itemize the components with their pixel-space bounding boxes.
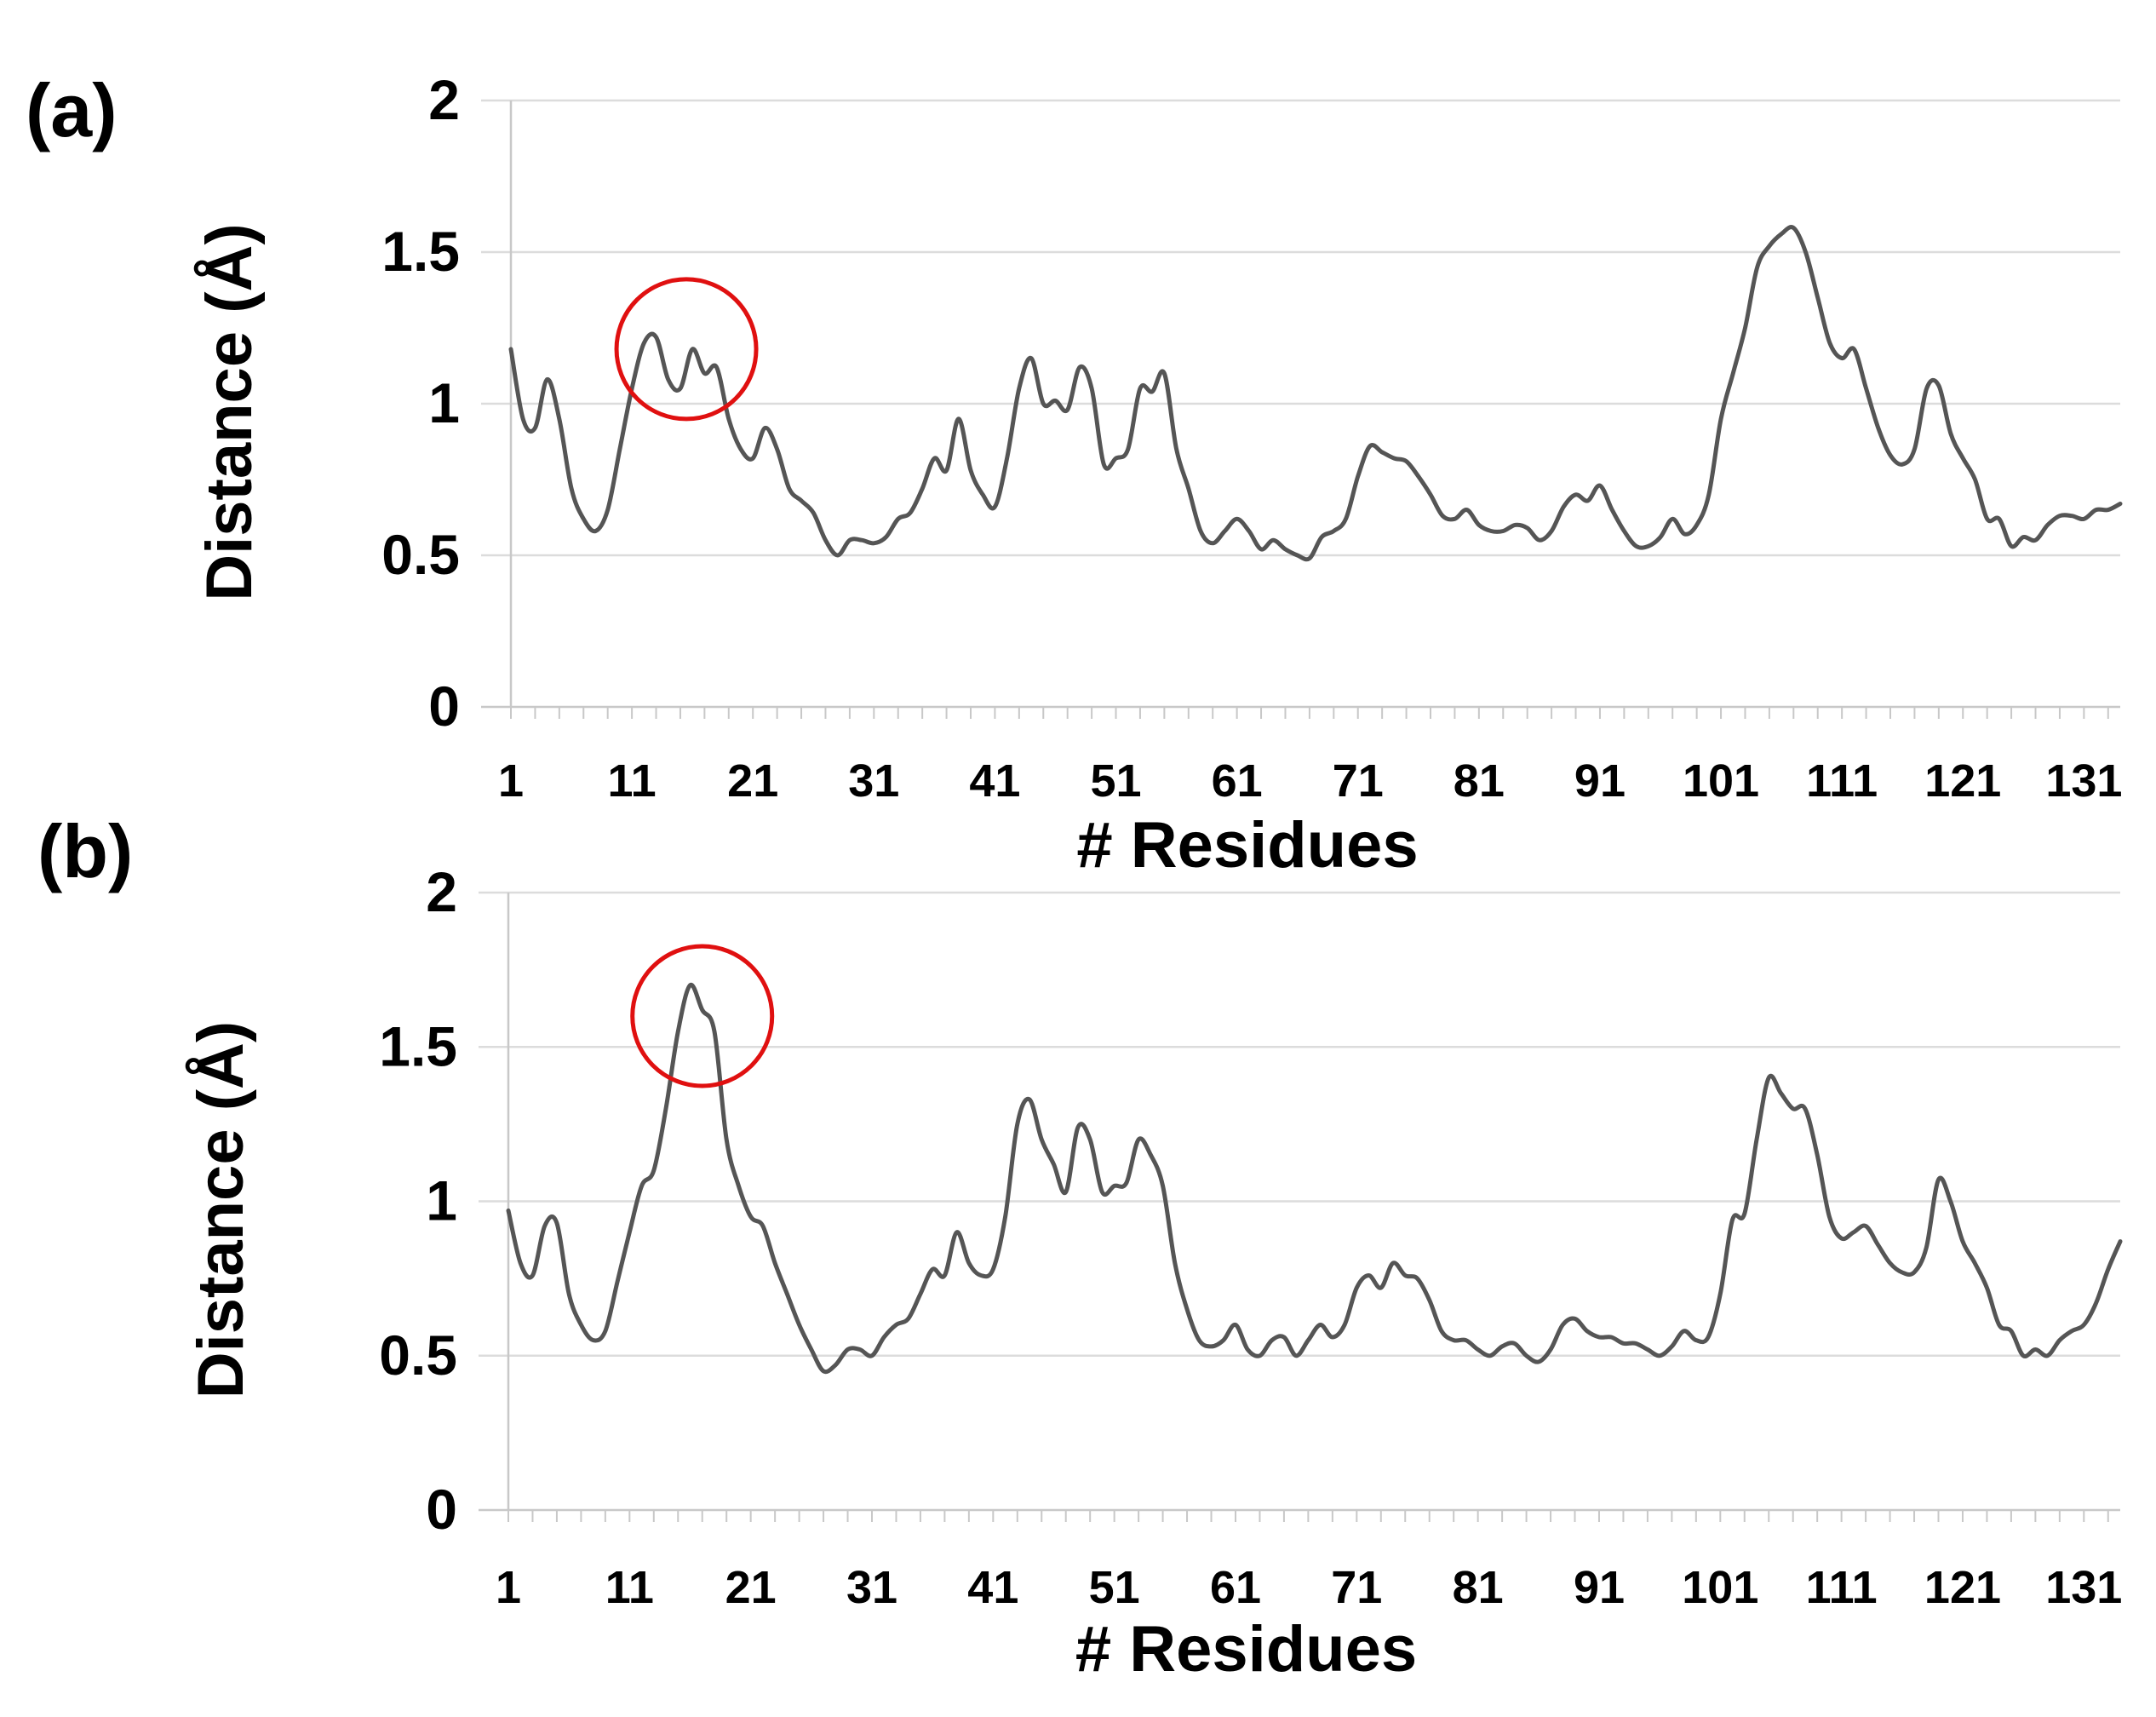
x-tick-label: 21	[727, 755, 778, 807]
x-tick-label: 71	[1333, 755, 1384, 807]
chart-panel-a: (a)00.511.521 11 21 31 41 51 61 71 81 91 101 111 121…	[26, 68, 2123, 881]
y-axis-title: Distance (Å)	[193, 223, 266, 600]
x-tick-label: 31	[846, 1562, 897, 1613]
highlight-circle	[614, 277, 759, 422]
y-tick-label: 0	[426, 1478, 457, 1541]
x-tick-label: 121	[1924, 1562, 2001, 1613]
x-tick-label: 1	[496, 1562, 521, 1613]
x-tick-label: 11	[605, 1562, 654, 1613]
y-tick-label: 1	[428, 371, 460, 434]
x-tick-label: 81	[1454, 755, 1505, 807]
y-axis-title: Distance (Å)	[185, 1021, 257, 1398]
y-tick-label: 2	[428, 68, 460, 131]
highlight-circle	[630, 944, 775, 1088]
x-tick-label: 101	[1683, 755, 1759, 807]
x-tick-label: 91	[1574, 755, 1626, 807]
y-tick-label: 1.5	[381, 220, 460, 283]
x-tick-label: 131	[2045, 1562, 2122, 1613]
x-tick-label: 121	[1924, 755, 2001, 807]
x-tick-label: 101	[1682, 1562, 1758, 1613]
x-axis-title: # Residues	[1075, 1613, 1417, 1685]
x-tick-label: 131	[2045, 755, 2122, 807]
x-tick-label: 41	[967, 1562, 1018, 1613]
y-tick-label: 1	[426, 1169, 457, 1232]
data-series-line	[506, 982, 2123, 1375]
x-axis-title: # Residues	[1076, 809, 1418, 881]
x-tick-label: 41	[969, 755, 1020, 807]
x-tick-label: 111	[1806, 1562, 1878, 1613]
x-tick-label: 61	[1212, 755, 1263, 807]
x-tick-label: 61	[1210, 1562, 1261, 1613]
x-tick-label: 51	[1090, 755, 1141, 807]
y-tick-label: 0	[428, 675, 460, 738]
y-tick-label: 2	[426, 860, 457, 923]
x-tick-label: 1	[498, 755, 524, 807]
y-tick-label: 0.5	[381, 523, 460, 586]
x-tick-label: 71	[1331, 1562, 1382, 1613]
y-tick-label: 1.5	[379, 1014, 457, 1077]
x-tick-label: 51	[1089, 1562, 1140, 1613]
y-tick-label: 0.5	[379, 1324, 457, 1387]
data-series-line	[508, 225, 2123, 562]
x-tick-label: 21	[725, 1562, 777, 1613]
x-tick-label: 111	[1806, 755, 1878, 807]
x-tick-label: 11	[608, 755, 657, 807]
chart-panel-b: (b)00.511.521 11 21 31 41 51 61 71 81 91 101 111 121…	[37, 809, 2123, 1685]
x-tick-label: 91	[1574, 1562, 1625, 1613]
panel-label: (b)	[37, 809, 133, 893]
panel-label: (a)	[26, 68, 118, 152]
x-tick-label: 31	[848, 755, 899, 807]
x-tick-label: 81	[1453, 1562, 1504, 1613]
